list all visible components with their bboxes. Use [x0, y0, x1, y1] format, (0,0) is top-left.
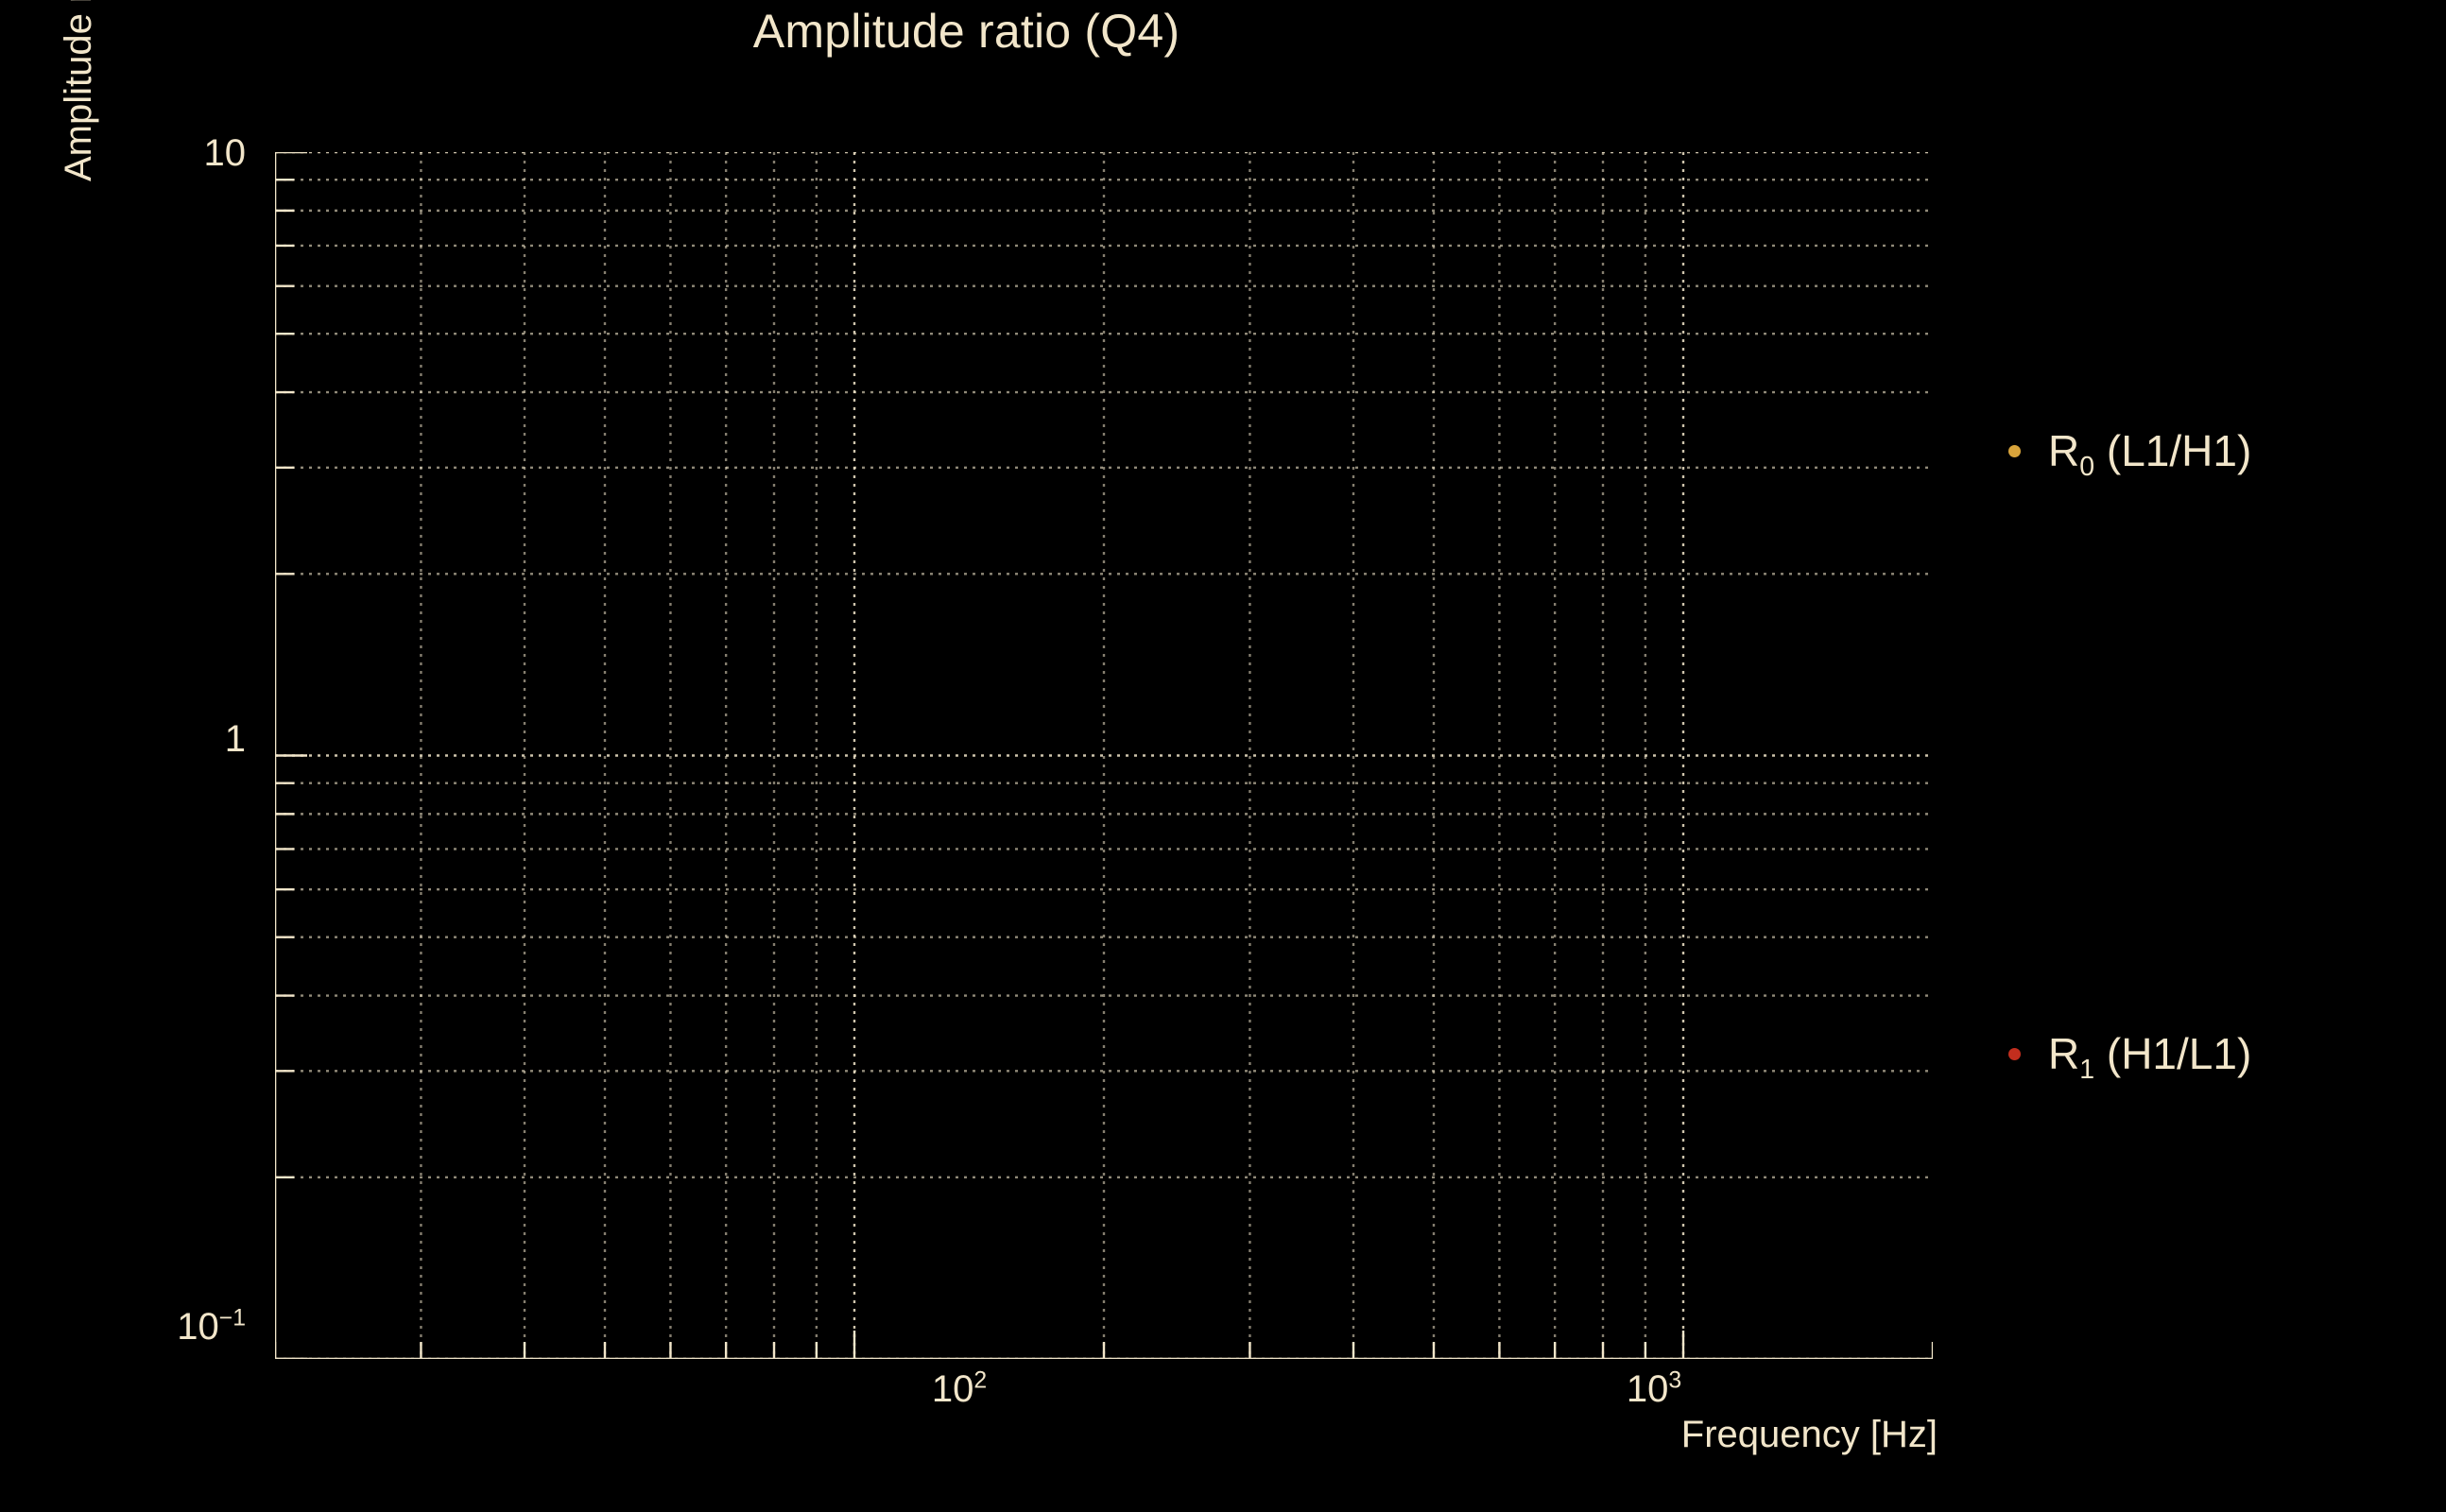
y-tick-label-1: 1 — [224, 718, 246, 760]
page-title: Amplitude ratio (Q4) — [752, 5, 1180, 58]
grid-lines — [275, 152, 1933, 1359]
legend-label-r1: R1 (H1/L1) — [2048, 1029, 2252, 1086]
legend-marker-icon-r0 — [1980, 444, 2048, 457]
x-axis-title: Frequency [Hz] — [1680, 1414, 1938, 1455]
x-tick-label-1000: 103 — [1626, 1367, 1682, 1410]
y-tick-label-0p1: 10−1 — [177, 1305, 246, 1348]
plot-frame — [275, 152, 1933, 1359]
legend-marker-icon-r1 — [1980, 1047, 2048, 1060]
y-tick-label-10: 10 — [203, 132, 247, 174]
legend-label-r0: R0 (L1/H1) — [2048, 426, 2252, 483]
legend: R0 (L1/H1) R1 (H1/L1) — [1980, 397, 2424, 1115]
legend-entry-r0[interactable]: R0 (L1/H1) — [1980, 418, 2424, 484]
x-tick-label-100: 102 — [931, 1367, 988, 1410]
legend-entry-r1[interactable]: R1 (H1/L1) — [1980, 1021, 2424, 1087]
